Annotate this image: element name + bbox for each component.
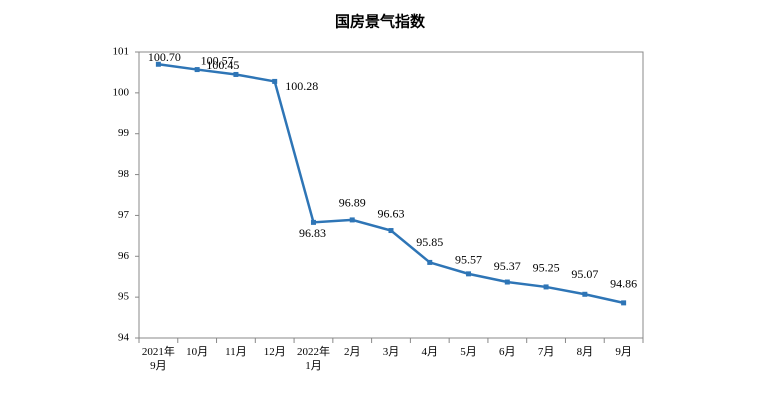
y-tick-label: 99	[118, 127, 130, 139]
value-label: 94.86	[610, 277, 637, 291]
y-tick-label: 97	[118, 209, 130, 221]
value-label: 100.28	[285, 79, 318, 93]
x-tick-label: 2月	[343, 346, 361, 358]
x-tick-label: 7月	[537, 346, 555, 358]
value-label: 100.70	[148, 50, 181, 64]
marker	[582, 291, 588, 297]
value-label: 100.45	[206, 58, 239, 72]
value-label: 96.83	[299, 226, 326, 240]
x-tick-label: 5月	[460, 346, 477, 358]
x-tick-label: 3月	[382, 346, 400, 358]
value-label: 95.85	[416, 235, 443, 249]
marker	[194, 67, 200, 73]
x-tick-label: 9月	[615, 346, 632, 358]
x-tick-label: 8月	[576, 346, 594, 358]
marker	[504, 279, 510, 285]
y-tick-label: 95	[118, 291, 130, 303]
y-tick-label: 100	[113, 86, 130, 98]
marker	[233, 71, 239, 77]
x-tick-label: 2022年 1月	[296, 346, 330, 372]
value-label: 95.25	[533, 261, 560, 275]
x-tick-label: 2021年 9月	[141, 346, 175, 372]
x-tick-label: 11月	[225, 346, 247, 358]
y-tick-label: 96	[118, 250, 130, 262]
value-label: 96.89	[339, 196, 366, 210]
marker	[272, 78, 278, 84]
marker	[155, 61, 161, 67]
plot-frame	[138, 51, 644, 339]
y-tick-label: 94	[118, 332, 130, 344]
y-tick-label: 98	[118, 168, 130, 180]
value-label: 95.57	[455, 253, 482, 267]
x-tick-label: 10月	[186, 346, 209, 358]
x-tick-label: 6月	[499, 346, 516, 358]
value-label: 95.37	[494, 259, 521, 273]
value-label: 100.57	[201, 53, 234, 67]
x-tick-label: 12月	[263, 346, 286, 358]
marker	[543, 284, 549, 290]
x-tick-label: 4月	[421, 346, 439, 358]
value-label: 96.63	[378, 206, 405, 220]
marker	[388, 228, 394, 234]
marker	[621, 300, 627, 306]
y-tick-label: 101	[113, 46, 130, 58]
chart-title: 国房景气指数	[335, 13, 426, 31]
marker	[427, 259, 433, 265]
value-label: 95.07	[571, 267, 598, 281]
marker	[310, 219, 316, 225]
marker	[466, 271, 472, 277]
marker	[349, 217, 355, 223]
